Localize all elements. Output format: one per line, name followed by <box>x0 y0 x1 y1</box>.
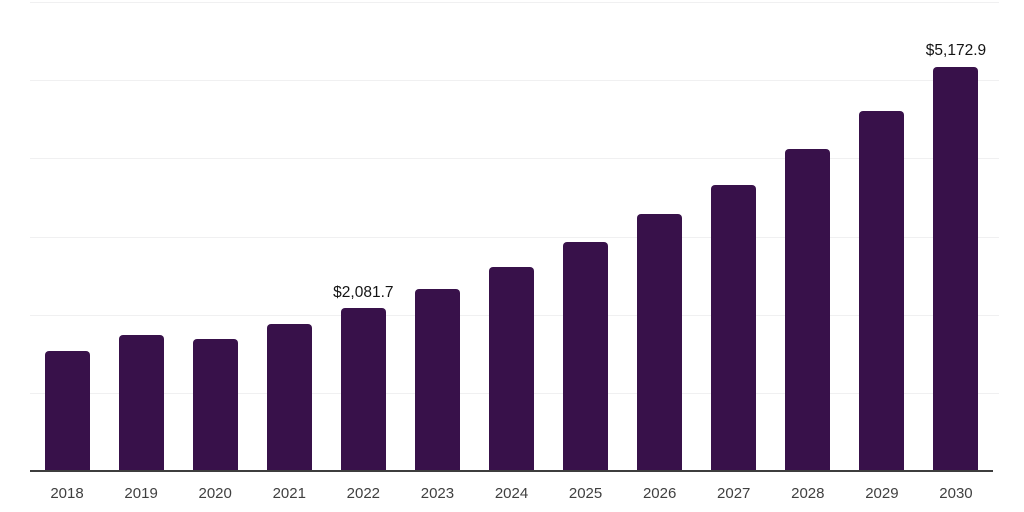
x-tick-2024: 2024 <box>494 485 529 502</box>
x-tick-2023: 2023 <box>420 485 455 502</box>
bar-2019 <box>118 335 164 471</box>
bar-2024 <box>489 266 534 471</box>
gridline-6000 <box>30 2 999 3</box>
bar-2027 <box>711 184 757 471</box>
x-tick-2027: 2027 <box>717 485 751 502</box>
x-tick-2030: 2030 <box>939 485 973 502</box>
bar-2023 <box>414 288 460 471</box>
value-label-2030: $5,172.9 <box>925 42 987 60</box>
bar-2026 <box>637 214 683 471</box>
bar-2020 <box>192 339 238 471</box>
x-tick-2018: 2018 <box>50 485 84 502</box>
x-tick-2028: 2028 <box>791 485 825 502</box>
x-axis-line <box>30 470 993 472</box>
gridline-3000 <box>30 236 999 238</box>
x-tick-2019: 2019 <box>124 485 158 502</box>
gridline-5000 <box>30 80 999 82</box>
bar-2025 <box>563 241 609 471</box>
bar-2018 <box>44 350 90 471</box>
x-tick-2025: 2025 <box>568 485 603 502</box>
plot-area: $2,081.7 $5,172.9 <box>30 2 999 472</box>
x-tick-2029: 2029 <box>865 485 899 502</box>
bar-2029 <box>859 110 905 471</box>
x-tick-2022: 2022 <box>346 485 381 502</box>
x-tick-2020: 2020 <box>198 485 232 502</box>
value-label-2022: $2,081.7 <box>333 283 394 301</box>
gridline-4000 <box>30 158 999 160</box>
bar-2022 <box>340 308 386 471</box>
x-tick-2021: 2021 <box>272 485 306 502</box>
x-tick-2026: 2026 <box>642 485 677 502</box>
bar-2030 <box>933 66 979 471</box>
bar-2028 <box>785 148 831 471</box>
bar-2021 <box>266 324 312 471</box>
